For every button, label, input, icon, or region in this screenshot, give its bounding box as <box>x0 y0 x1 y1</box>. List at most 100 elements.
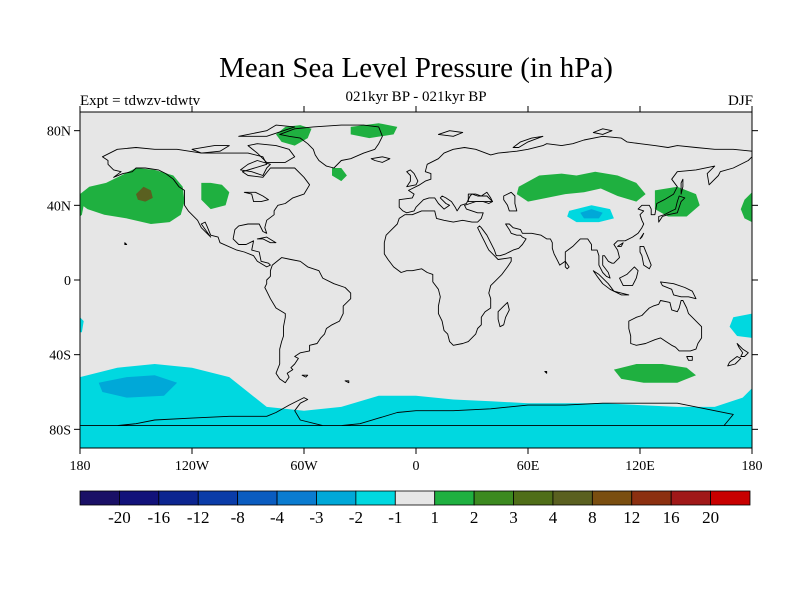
lat-tick-label: 0 <box>64 274 71 289</box>
colorbar-box <box>394 490 436 506</box>
lon-tick-label: 120E <box>625 459 655 474</box>
coastline-new-zealand-south <box>727 356 742 367</box>
anomaly-region-arctic-positive <box>350 123 398 139</box>
coastline-victoria-island <box>191 145 230 154</box>
coastline-scandinavia-britain <box>406 169 419 188</box>
colorbar-box <box>237 490 278 506</box>
anomaly-region-indian-ocean-positive <box>613 364 696 383</box>
colorbar-box <box>434 490 475 506</box>
colorbar-box <box>276 490 317 506</box>
colorbar-label: 3 <box>509 508 518 527</box>
colorbar-box <box>355 490 396 506</box>
anomaly-regions <box>80 123 752 448</box>
colorbar-label: -3 <box>309 508 323 527</box>
coastline-north-america <box>101 147 311 268</box>
lon-tick-label: 120W <box>175 459 210 474</box>
anomaly-region-tasman-negative <box>729 313 752 338</box>
colorbar-box <box>670 490 711 506</box>
colorbar-label: 4 <box>549 508 558 527</box>
coastline-falklands <box>301 374 309 378</box>
coastline-iceland <box>370 156 391 163</box>
colorbar-label: 8 <box>588 508 597 527</box>
coastlines <box>80 124 752 427</box>
colorbar-box <box>197 490 239 506</box>
coastline-australia <box>628 300 703 352</box>
coastline-new-guinea <box>660 281 697 300</box>
coastline-tasmania <box>686 356 693 361</box>
lon-tick-label: 180 <box>70 459 91 474</box>
colorbar-box <box>316 490 357 506</box>
coastline-hainan <box>617 242 624 247</box>
coastline-sumatra <box>592 270 615 292</box>
coastline-borneo <box>619 266 639 287</box>
coastline-severnaya-zemlya <box>592 128 613 135</box>
coastline-java <box>613 290 630 296</box>
coastline-antarctica <box>80 397 752 427</box>
coastline-greenland <box>279 124 383 169</box>
lat-tick-label: 80N <box>47 125 71 140</box>
anomaly-region-atlantic-east-positive <box>332 168 347 182</box>
colorbar-label: -4 <box>270 508 285 527</box>
colorbar-box <box>119 490 160 506</box>
lon-tick-label: 180 <box>742 459 763 474</box>
anomaly-region-dateline-west-positive <box>740 192 752 223</box>
anomaly-region-east-pacific-dateline-positive <box>80 197 84 217</box>
colorbar-label: -8 <box>231 508 245 527</box>
colorbar-box <box>79 490 120 506</box>
anomaly-region-east-pacific-negative <box>80 317 84 333</box>
coastline-new-zealand <box>736 343 749 357</box>
coastline-madagascar <box>497 301 510 328</box>
anomaly-region-tibet-core-negative <box>580 209 603 219</box>
colorbar-label: -12 <box>187 508 210 527</box>
colorbar-box <box>473 490 514 506</box>
colorbar-box <box>158 490 199 506</box>
coastline-svalbard <box>437 130 464 137</box>
colorbar-label: 1 <box>430 508 439 527</box>
coastline-great-lakes <box>243 191 269 203</box>
colorbar: -20 -16 -12 -8 -4 -3 -2 -1 1 2 3 4 8 12 16 20 <box>79 490 751 527</box>
coastline-cuba <box>256 236 277 244</box>
coastline-philippines <box>639 245 652 270</box>
colorbar-label: 2 <box>470 508 479 527</box>
colorbar-label: -16 <box>147 508 170 527</box>
coastline-taiwan <box>639 232 645 240</box>
coastline-kerguelen <box>544 371 548 374</box>
coastline-south-georgia <box>344 380 350 384</box>
coastline-japan <box>658 195 686 223</box>
coastline-caspian-sea <box>503 191 518 212</box>
colorbar-label: 16 <box>663 508 680 527</box>
anomaly-region-europe-asia-positive <box>516 171 646 202</box>
coastline-sakhalin <box>680 178 684 195</box>
lon-tick-label: 60E <box>517 459 540 474</box>
colorbar-box <box>513 490 554 506</box>
axis-ticks: 80N 40N 0 40S 80S 180 120W 60W 0 60E 120E 180 <box>47 106 763 474</box>
colorbar-box <box>591 490 633 506</box>
colorbar-box <box>631 490 672 506</box>
anomaly-region-southern-pacific-negative <box>80 364 752 448</box>
figure-title: Mean Sea Level Pressure (in hPa) <box>219 52 613 84</box>
lon-tick-label: 0 <box>413 459 420 474</box>
coastline-black-sea-outline <box>467 191 493 203</box>
colorbar-label: -1 <box>388 508 402 527</box>
anomaly-region-north-pacific-positive <box>80 168 185 224</box>
experiment-label: Expt = tdwzv-tdwtv <box>80 93 201 109</box>
colorbar-label: 12 <box>623 508 640 527</box>
coastline-south-america <box>264 257 352 384</box>
anomaly-region-north-pacific-core <box>136 186 153 202</box>
coastline-eurasia-africa <box>383 135 752 346</box>
coastline-baffin-island <box>247 143 296 163</box>
coastline-ellesmere-arctic <box>238 124 296 137</box>
lat-tick-label: 80S <box>49 423 71 438</box>
lat-tick-label: 40N <box>47 199 71 214</box>
coastline-hawaii <box>124 242 128 245</box>
colorbar-label: 20 <box>702 508 719 527</box>
colorbar-label: -2 <box>349 508 363 527</box>
coastline-novaya-zemlya <box>512 135 544 148</box>
season-label: DJF <box>727 93 753 109</box>
coastline-sri-lanka <box>564 260 570 270</box>
lat-tick-label: 40S <box>49 349 71 364</box>
anomaly-region-southern-pacific-core-negative <box>98 375 178 398</box>
coastline-hudson-bay <box>240 160 271 176</box>
period-label: 021kyr BP - 021kyr BP <box>345 89 487 105</box>
